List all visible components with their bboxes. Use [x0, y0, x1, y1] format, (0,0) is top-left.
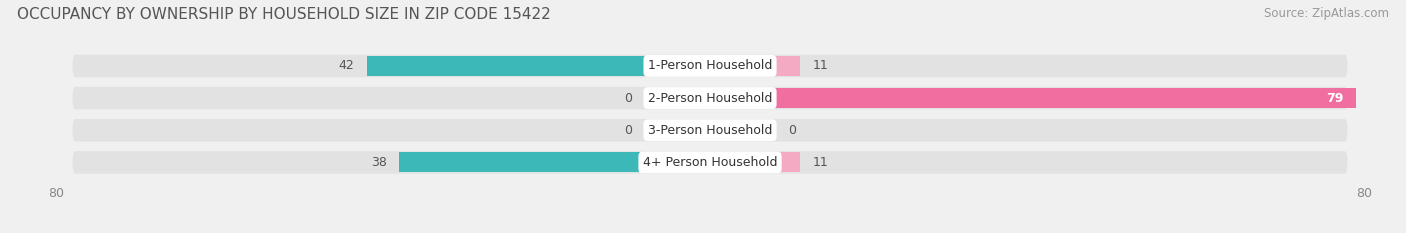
Text: 0: 0: [787, 124, 796, 137]
Text: 79: 79: [1326, 92, 1343, 105]
Bar: [710, 56, 800, 76]
Text: 0: 0: [624, 92, 633, 105]
FancyBboxPatch shape: [73, 119, 1347, 141]
Text: 2-Person Household: 2-Person Household: [648, 92, 772, 105]
Bar: [644, 120, 710, 140]
Text: 11: 11: [813, 59, 828, 72]
Bar: [399, 152, 710, 172]
Text: OCCUPANCY BY OWNERSHIP BY HOUSEHOLD SIZE IN ZIP CODE 15422: OCCUPANCY BY OWNERSHIP BY HOUSEHOLD SIZE…: [17, 7, 551, 22]
Bar: [710, 152, 800, 172]
Text: 3-Person Household: 3-Person Household: [648, 124, 772, 137]
Bar: [710, 88, 1355, 108]
FancyBboxPatch shape: [73, 55, 1347, 77]
Bar: [367, 56, 710, 76]
Text: Source: ZipAtlas.com: Source: ZipAtlas.com: [1264, 7, 1389, 20]
Bar: [644, 88, 710, 108]
FancyBboxPatch shape: [73, 151, 1347, 174]
Text: 1-Person Household: 1-Person Household: [648, 59, 772, 72]
Text: 38: 38: [371, 156, 387, 169]
Text: 42: 42: [339, 59, 354, 72]
Text: 4+ Person Household: 4+ Person Household: [643, 156, 778, 169]
Text: 0: 0: [624, 124, 633, 137]
FancyBboxPatch shape: [73, 87, 1347, 109]
Text: 11: 11: [813, 156, 828, 169]
Bar: [710, 120, 776, 140]
